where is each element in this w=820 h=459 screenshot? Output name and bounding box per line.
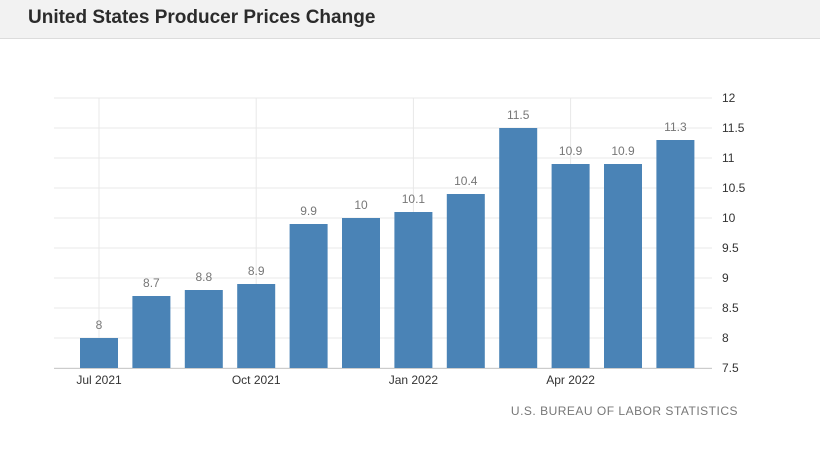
bar [394, 212, 433, 368]
bar [499, 128, 538, 368]
y-tick-label: 9.5 [722, 241, 739, 255]
header-bar: United States Producer Prices Change [0, 0, 820, 39]
data-label: 8.9 [248, 264, 265, 278]
y-tick-label: 7.5 [722, 361, 739, 375]
data-label: 10 [354, 198, 368, 212]
y-axis: 7.5 8 8.5 9 9.5 10 10.5 11 11.5 12 [722, 91, 746, 375]
y-tick-label: 9 [722, 271, 729, 285]
data-label: 11.5 [507, 108, 530, 122]
y-tick-label: 12 [722, 91, 736, 105]
bar [289, 224, 328, 368]
data-label: 8.8 [195, 270, 212, 284]
x-tick-label: Oct 2021 [232, 373, 281, 387]
bar [132, 296, 171, 368]
data-label: 10.9 [559, 144, 583, 158]
bar [656, 140, 695, 368]
x-tick-label: Jan 2022 [389, 373, 439, 387]
x-axis: Jul 2021 Oct 2021 Jan 2022 Apr 2022 [54, 368, 712, 387]
y-tick-label: 8 [722, 331, 729, 345]
bar [446, 194, 485, 368]
data-label: 8.7 [143, 276, 160, 290]
bar-series [80, 128, 695, 368]
bar [604, 164, 642, 368]
bar [551, 164, 590, 368]
x-tick-label: Apr 2022 [546, 373, 595, 387]
y-tick-label: 8.5 [722, 301, 739, 315]
y-tick-label: 11.5 [722, 121, 745, 135]
data-label: 10.1 [402, 192, 426, 206]
y-tick-label: 10.5 [722, 181, 746, 195]
source-credit: U.S. BUREAU OF LABOR STATISTICS [510, 404, 738, 418]
bar [80, 338, 118, 368]
x-tick-label: Jul 2021 [76, 373, 122, 387]
data-label: 8 [96, 318, 103, 332]
y-tick-label: 10 [722, 211, 736, 225]
y-tick-label: 11 [722, 151, 735, 165]
bar [342, 218, 380, 368]
data-labels: 8 8.7 8.8 8.9 9.9 10 10.1 10.4 11.5 10.9 10.9 11.3 [96, 108, 687, 332]
data-label: 9.9 [300, 204, 317, 218]
bar [184, 290, 223, 368]
data-label: 11.3 [664, 120, 687, 134]
page-title: United States Producer Prices Change [28, 7, 376, 28]
data-label: 10.4 [454, 174, 478, 188]
bar [237, 284, 276, 368]
data-label: 10.9 [611, 144, 635, 158]
